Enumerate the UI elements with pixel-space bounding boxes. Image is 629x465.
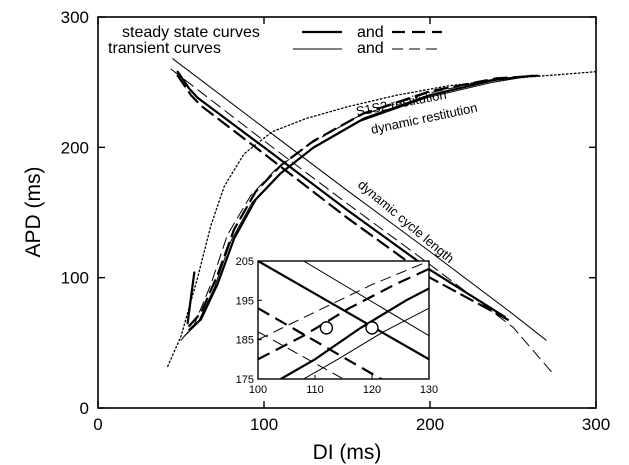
curve-transient-solid-3 xyxy=(183,75,534,337)
y-axis-label: APD (ms) xyxy=(22,167,45,258)
y-tick-label: 200 xyxy=(61,138,89,157)
x-axis-label: DI (ms) xyxy=(313,441,382,464)
inset-x-tick-label: 110 xyxy=(306,384,324,396)
inset-marker-1 xyxy=(365,321,379,335)
inset-ticks: 100 110 120 130 175 185 195 205 xyxy=(236,256,439,396)
legend-joiner-steady: and xyxy=(357,24,384,41)
legend: steady state curves and transient curves… xyxy=(108,24,442,57)
inset-curve-steady-dashed-5 xyxy=(258,267,429,361)
curve-transient-solid-7 xyxy=(172,58,547,341)
inset-marker-0 xyxy=(319,321,334,335)
inset-background xyxy=(258,261,429,379)
plot-frame xyxy=(97,16,597,409)
inset-curves xyxy=(258,261,429,379)
inset-markers xyxy=(319,321,379,335)
x-tick-label: 100 xyxy=(250,415,278,434)
legend-label-steady: steady state curves xyxy=(122,24,260,41)
curve-steady-solid-5 xyxy=(176,70,506,318)
curve-transient-dashed-4 xyxy=(180,75,541,341)
inset-y-tick-label: 205 xyxy=(236,256,254,268)
inset-curve-steady-dashed-1 xyxy=(258,307,384,379)
x-tick-label: 200 xyxy=(416,415,444,434)
legend-label-transient: transient curves xyxy=(108,40,221,57)
curve-steady-solid-9 xyxy=(186,271,196,325)
y-tick-label: 0 xyxy=(80,399,89,418)
inset-curve-transient-solid-6 xyxy=(303,307,429,379)
inset-curve-transient-dashed-7 xyxy=(258,261,429,341)
inset-x-tick-label: 130 xyxy=(420,384,438,396)
inset-y-tick-label: 195 xyxy=(236,295,254,307)
main-curves xyxy=(167,58,597,376)
inset-frame xyxy=(257,260,430,380)
inset-curve-steady-solid-0 xyxy=(258,261,429,361)
x-tick-label: 0 xyxy=(93,415,102,434)
main-ticks: 0 100 200 300 0 100 200 300 xyxy=(61,8,611,434)
inset-x-tick-label: 120 xyxy=(363,384,381,396)
inset-y-tick-label: 185 xyxy=(236,335,254,347)
inset-x-tick-label: 100 xyxy=(249,384,267,396)
curve-transient-dashed-8 xyxy=(170,68,555,376)
legend-joiner-transient: and xyxy=(357,40,384,57)
curve-steady-dashed-6 xyxy=(176,74,511,322)
y-tick-label: 300 xyxy=(61,8,89,27)
x-tick-label: 300 xyxy=(582,415,610,434)
y-tick-label: 100 xyxy=(61,269,89,288)
inset-curve-steady-solid-4 xyxy=(280,287,429,379)
inset-y-tick-label: 175 xyxy=(236,374,254,386)
curve-s1s2-dotted-0 xyxy=(167,71,597,367)
